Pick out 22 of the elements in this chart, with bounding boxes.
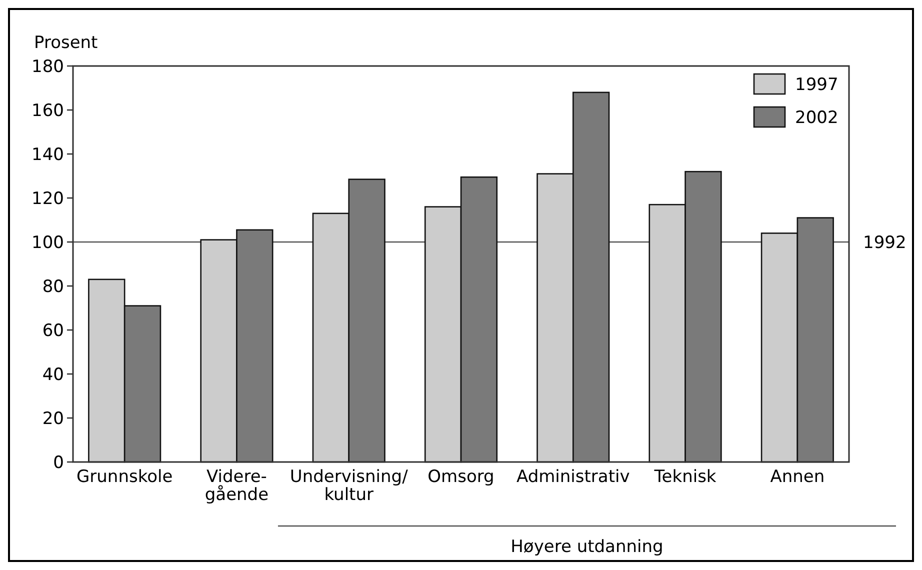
text: 1992 xyxy=(863,232,906,253)
text: Høyere utdanning xyxy=(510,536,664,557)
x-tick-label: Administrativ xyxy=(516,467,630,487)
x-tick-label: Videre- gående xyxy=(204,467,269,505)
y-tick-label: 20 xyxy=(42,408,64,429)
legend-label: 1997 xyxy=(795,74,838,95)
x-tick-label: Teknisk xyxy=(653,467,716,487)
y-tick-label: 140 xyxy=(32,144,64,165)
y-tick-label: 40 xyxy=(42,364,64,385)
y-tick-label: 80 xyxy=(42,276,64,297)
x-tick-label: Undervisning/ kultur xyxy=(290,467,408,505)
y-tick-label: 120 xyxy=(32,188,64,209)
x-tick-label: Grunnskole xyxy=(76,467,173,487)
y-axis-title: Prosent xyxy=(34,33,98,53)
y-tick-label: 100 xyxy=(32,232,64,253)
y-tick-label: 160 xyxy=(32,100,64,121)
x-tick-label: Annen xyxy=(770,467,825,487)
legend-label: 2002 xyxy=(795,108,838,128)
y-tick-label: 60 xyxy=(42,320,64,341)
y-tick-label: 0 xyxy=(53,452,64,473)
y-tick-label: 180 xyxy=(32,56,64,77)
x-tick-label: Omsorg xyxy=(428,467,494,487)
